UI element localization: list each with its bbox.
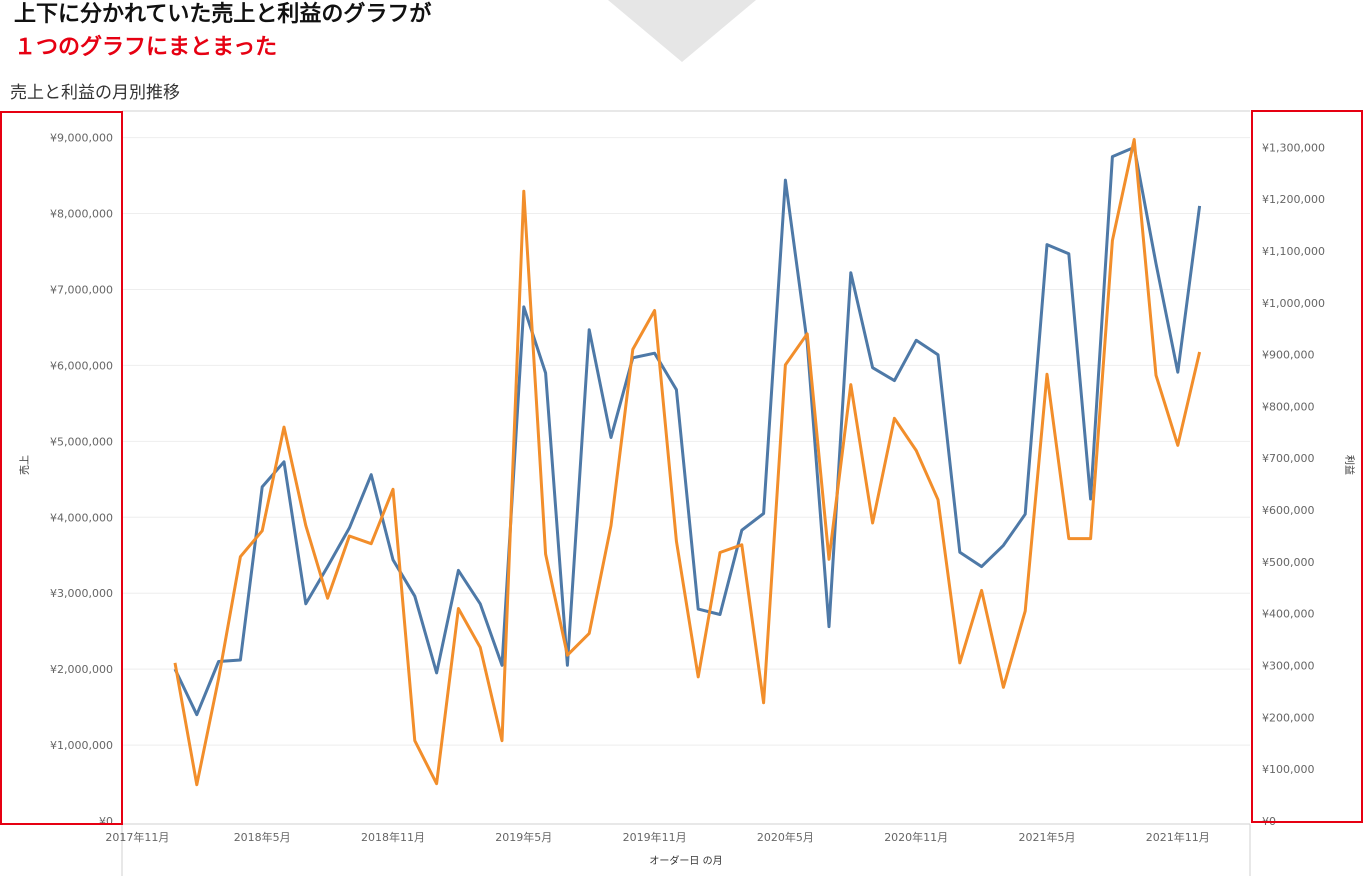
right-tick-label: ¥1,000,000 bbox=[1262, 297, 1325, 310]
x-axis-title: オーダー日 の月 bbox=[649, 854, 722, 867]
sales-line bbox=[173, 145, 1202, 717]
right-axis-title: 利益 bbox=[1343, 455, 1356, 475]
right-tick-label: ¥800,000 bbox=[1262, 400, 1315, 413]
x-tick-label: 2020年11月 bbox=[884, 830, 948, 844]
right-tick-label: ¥100,000 bbox=[1262, 763, 1315, 776]
right-axis-ticks: ¥1,300,000 ¥1,200,000 ¥1,100,000 ¥1,000,000… bbox=[1262, 141, 1325, 828]
right-tick-label: ¥700,000 bbox=[1262, 452, 1315, 465]
left-tick-label: ¥3,000,000 bbox=[50, 587, 113, 600]
series-lines bbox=[173, 138, 1202, 787]
left-tick-label: ¥6,000,000 bbox=[50, 359, 113, 372]
left-axis-ticks: ¥9,000,000 ¥8,000,000 ¥7,000,000 ¥6,000,000… bbox=[50, 132, 113, 828]
x-tick-label: 2019年5月 bbox=[495, 830, 552, 844]
left-tick-label: ¥5,000,000 bbox=[50, 435, 113, 448]
x-tick-label: 2018年11月 bbox=[361, 830, 425, 844]
x-tick-label: 2017年11月 bbox=[105, 830, 169, 844]
right-tick-label: ¥300,000 bbox=[1262, 660, 1315, 673]
x-tick-label: 2021年5月 bbox=[1019, 830, 1076, 844]
right-tick-label: ¥900,000 bbox=[1262, 349, 1315, 362]
left-tick-label: ¥1,000,000 bbox=[50, 739, 113, 752]
left-axis-highlight-box bbox=[0, 111, 123, 825]
right-tick-label: ¥1,100,000 bbox=[1262, 245, 1325, 258]
left-tick-label: ¥7,000,000 bbox=[50, 283, 113, 296]
left-axis-title: 売上 bbox=[18, 455, 31, 475]
left-tick-label: ¥9,000,000 bbox=[50, 132, 113, 145]
decorative-arrow-shape bbox=[608, 0, 756, 62]
right-axis-highlight-box bbox=[1251, 110, 1363, 823]
headline-line1: 上下に分かれていた売上と利益のグラフが bbox=[14, 2, 432, 27]
x-tick-label: 2021年11月 bbox=[1146, 830, 1210, 844]
x-tick-label: 2018年5月 bbox=[234, 830, 291, 844]
right-tick-label: ¥600,000 bbox=[1262, 504, 1315, 517]
gridlines bbox=[122, 137, 1250, 746]
left-tick-label: ¥2,000,000 bbox=[50, 663, 113, 676]
left-tick-label: ¥8,000,000 bbox=[50, 208, 113, 221]
profit-line bbox=[173, 138, 1202, 787]
headline-line2: １つのグラフにまとまった bbox=[14, 35, 278, 60]
x-tick-label: 2020年5月 bbox=[757, 830, 814, 844]
right-tick-label: ¥200,000 bbox=[1262, 711, 1315, 724]
left-tick-label: ¥4,000,000 bbox=[50, 511, 113, 524]
right-tick-label: ¥500,000 bbox=[1262, 556, 1315, 569]
x-axis-ticks: 2017年11月 2018年5月 2018年11月 2019年5月 2019年11月 20… bbox=[105, 830, 1209, 844]
right-tick-label: ¥1,300,000 bbox=[1262, 141, 1325, 154]
left-tick-label: ¥0 bbox=[99, 815, 113, 828]
chart-title: 売上と利益の月別推移 bbox=[10, 83, 180, 103]
right-tick-label: ¥400,000 bbox=[1262, 608, 1315, 621]
x-tick-label: 2019年11月 bbox=[623, 830, 687, 844]
right-tick-label: ¥1,200,000 bbox=[1262, 193, 1325, 206]
